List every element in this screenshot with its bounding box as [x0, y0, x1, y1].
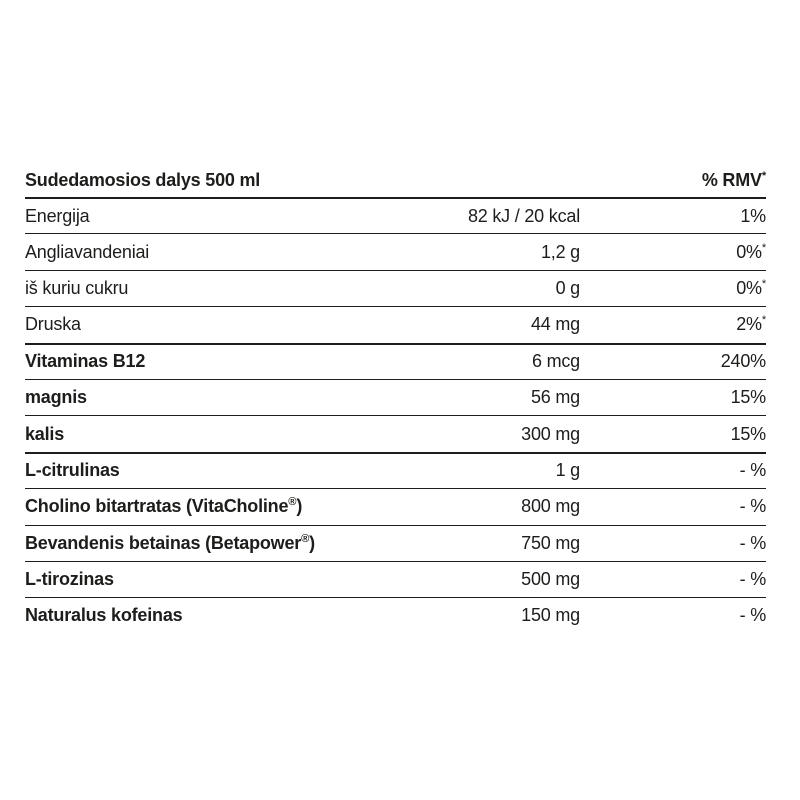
table-row: L-citrulinas 1 g - % [25, 451, 767, 488]
ingredient-rmv: 15% [730, 423, 767, 444]
ingredient-rmv: - % [739, 605, 767, 626]
table-row: Naturalus kofeinas 150 mg - % [25, 597, 766, 633]
ingredient-rmv: 240% [720, 351, 766, 372]
table-row: kalis 300 mg 15% [25, 415, 766, 451]
table-row: Angliavandeniai 1,2 g 0%* [25, 233, 766, 269]
ingredient-rmv: 15% [730, 387, 767, 408]
ingredient-name: Vitaminas B12 [25, 351, 146, 372]
ingredient-name: Angliavandeniai [25, 241, 150, 262]
ingredient-rmv: 0%* [736, 277, 766, 298]
ingredient-rmv: - % [739, 532, 767, 553]
ingredient-name: kalis [25, 423, 65, 444]
ingredient-name: Cholino bitartratas (VitaCholine®) [25, 496, 303, 517]
ingredient-name: Energija [25, 205, 90, 226]
ingredient-rmv: - % [739, 460, 767, 481]
table-row: L-tirozinas 500 mg - % [25, 560, 767, 597]
ingredient-name: magnis [25, 387, 87, 408]
table-header: Sudedamosios dalys 500 ml % RMV* [25, 163, 766, 197]
ingredient-rmv: - % [739, 569, 767, 590]
ingredient-amount: 500 mg [521, 569, 580, 590]
ingredient-amount: 150 mg [521, 605, 580, 626]
rmv-label: % RMV [701, 169, 762, 190]
nutrition-facts-table: Sudedamosios dalys 500 ml % RMV* Energij… [25, 163, 766, 634]
ingredient-amount: 56 mg [530, 387, 580, 408]
ingredient-amount: 1,2 g [540, 241, 580, 262]
ingredient-amount: 1 g [555, 460, 581, 481]
ingredient-amount: 300 mg [521, 423, 580, 444]
table-row: Bevandenis betainas (Betapower®) 750 mg … [25, 524, 767, 561]
ingredient-name: Naturalus kofeinas [25, 605, 183, 626]
ingredient-amount: 82 kJ / 20 kcal [467, 205, 580, 226]
ingredient-name: L-tirozinas [25, 569, 114, 590]
table-row: iš kuriu cukru 0 g 0%* [25, 269, 766, 306]
table-row: Druska 44 mg 2%* [25, 306, 766, 342]
table-row: Energija 82 kJ / 20 kcal 1% [25, 197, 766, 233]
table-row: magnis 56 mg 15% [25, 378, 767, 415]
ingredient-amount: 6 mcg [531, 351, 580, 372]
ingredient-rmv: 2%* [736, 314, 766, 335]
table-header-title: Sudedamosios dalys 500 ml [25, 169, 261, 190]
ingredient-amount: 800 mg [521, 496, 580, 517]
ingredient-rmv: - % [739, 496, 767, 517]
table-row: Cholino bitartratas (VitaCholine®) 800 m… [25, 488, 766, 524]
ingredient-amount: 44 mg [530, 314, 580, 335]
ingredient-rmv: 0%* [736, 241, 766, 262]
ingredient-name: Druska [25, 314, 81, 335]
table-body: Energija 82 kJ / 20 kcal 1% Angliavanden… [25, 197, 766, 634]
table-row: Vitaminas B12 6 mcg 240% [25, 342, 766, 379]
ingredient-name: Bevandenis betainas (Betapower®) [25, 532, 315, 553]
ingredient-rmv: 1% [740, 205, 766, 226]
ingredient-name: iš kuriu cukru [25, 277, 129, 298]
ingredient-amount: 0 g [555, 277, 581, 298]
rmv-asterisk: * [761, 169, 766, 182]
table-header-rmv: % RMV* [646, 170, 766, 191]
ingredient-amount: 750 mg [521, 532, 580, 553]
ingredient-name: L-citrulinas [25, 460, 120, 481]
